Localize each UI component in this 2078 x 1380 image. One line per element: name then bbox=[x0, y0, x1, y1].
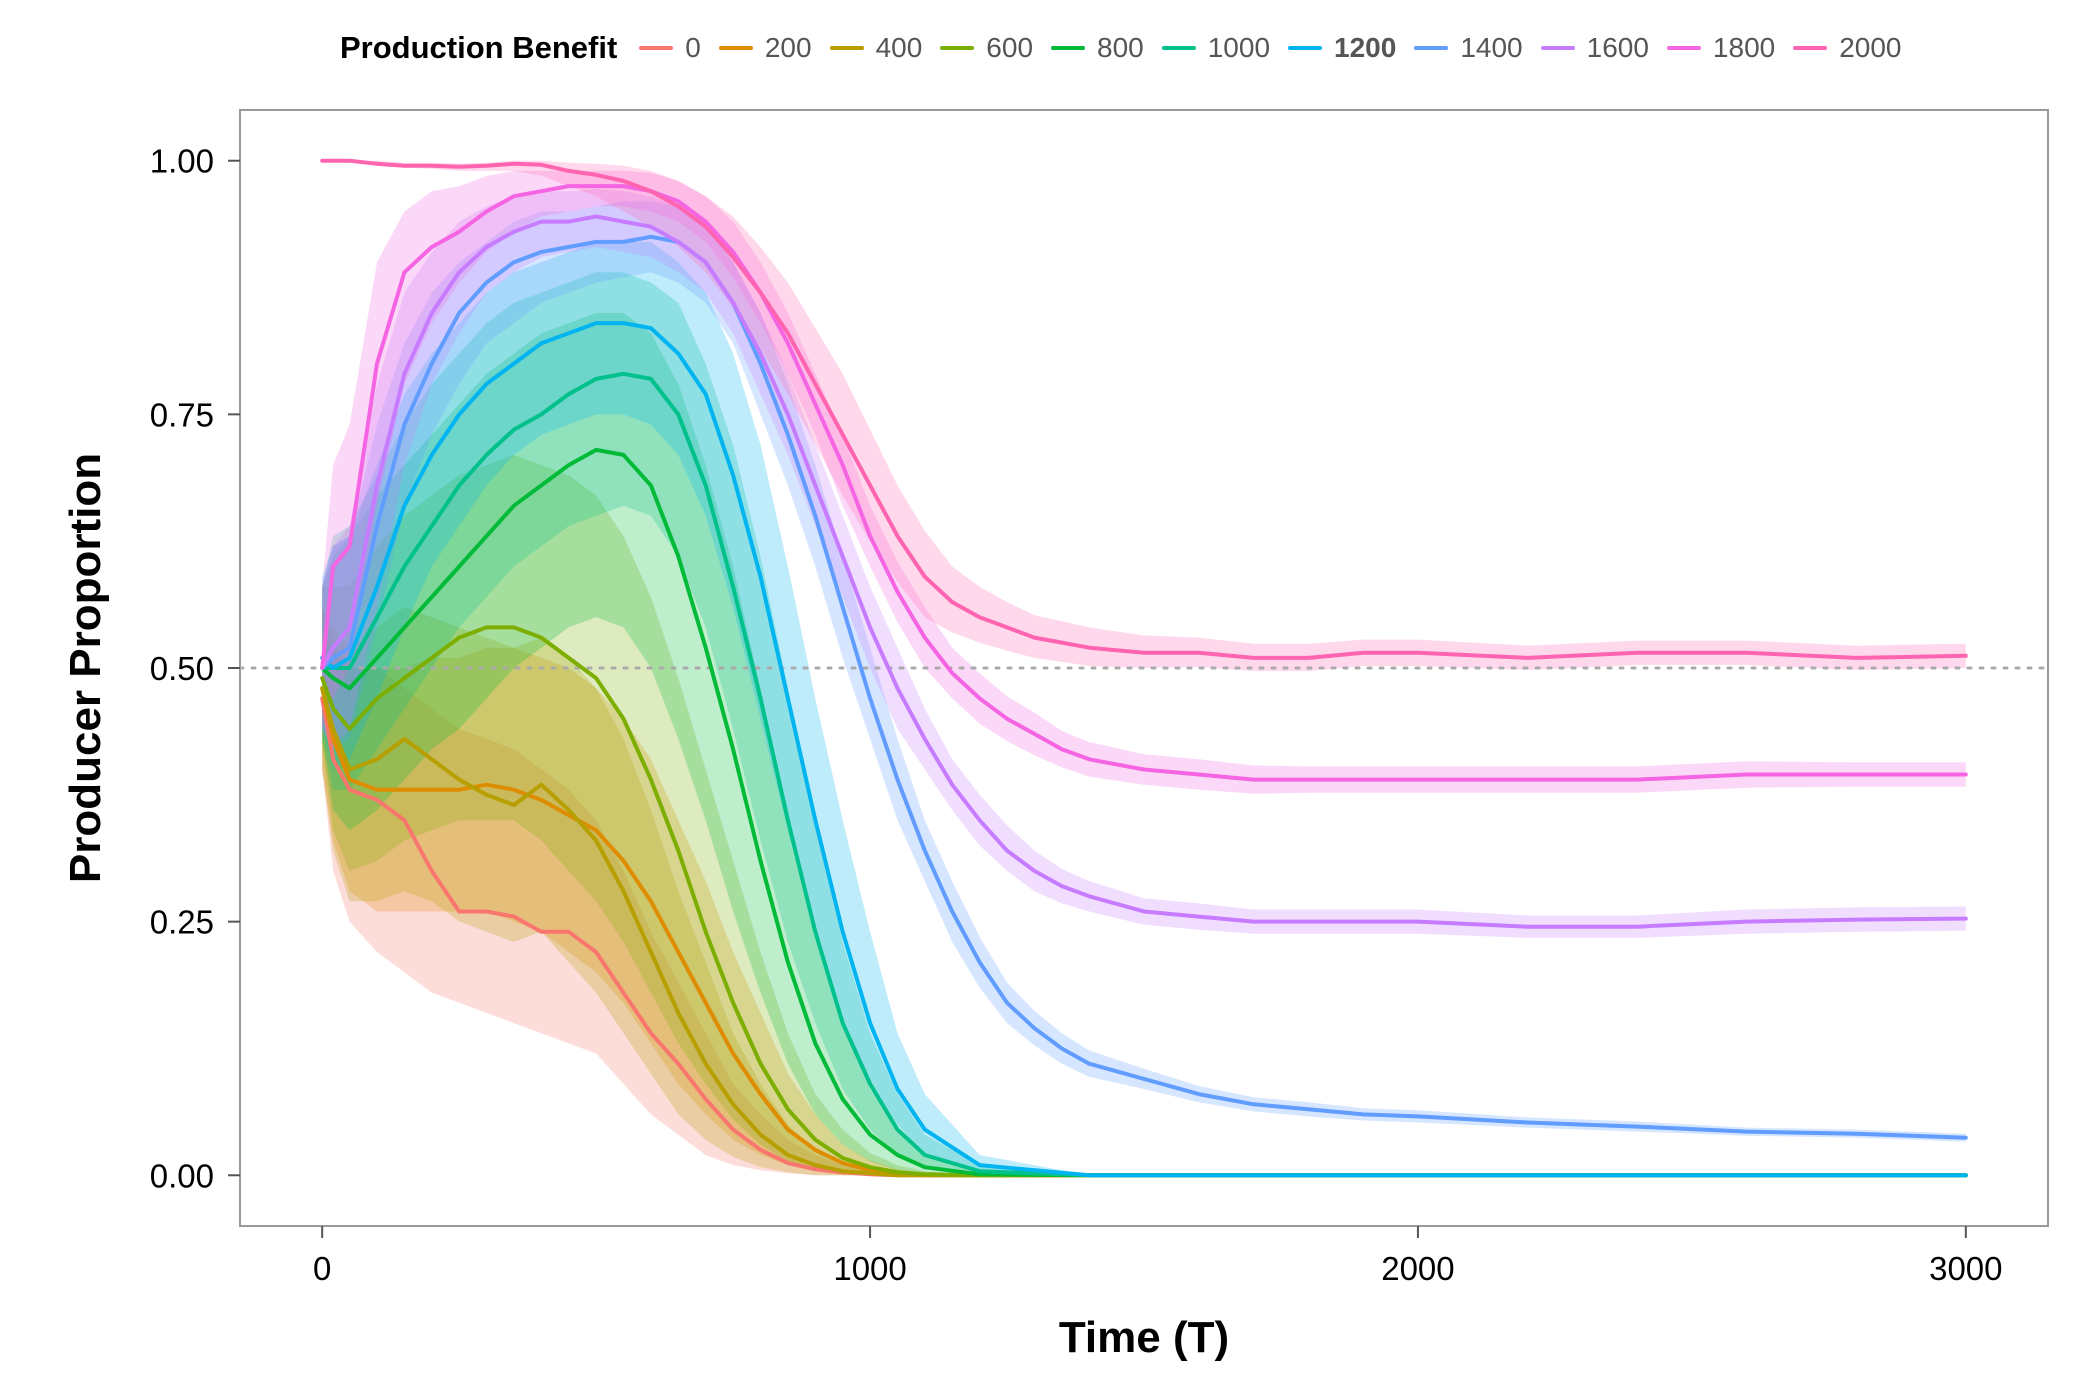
band-1400 bbox=[322, 201, 1966, 1142]
legend-label: 1800 bbox=[1712, 32, 1776, 63]
legend-item-1800: 1800 bbox=[1666, 32, 1776, 64]
legend-swatch bbox=[718, 46, 753, 50]
legend-item-200: 200 bbox=[718, 32, 812, 64]
series-line-2000 bbox=[320, 158, 1968, 660]
legend-swatch bbox=[639, 46, 674, 50]
series-line-400 bbox=[320, 686, 1968, 1178]
legend-label: 1400 bbox=[1460, 32, 1523, 63]
legend-swatch bbox=[1161, 46, 1196, 50]
series-line-1200 bbox=[320, 321, 1968, 1178]
series-line-600 bbox=[320, 625, 1968, 1178]
legend-item-800: 800 bbox=[1051, 32, 1144, 64]
x-tick-label: 1000 bbox=[833, 1250, 906, 1287]
x-axis-title: Time (T) bbox=[1059, 1313, 1229, 1362]
y-tick-label: 0.25 bbox=[150, 904, 214, 941]
legend-item-1000: 1000 bbox=[1161, 32, 1271, 64]
y-axis-title: Producer Proportion bbox=[61, 453, 110, 883]
y-tick-label: 0.50 bbox=[150, 650, 214, 687]
legend-label: 1600 bbox=[1586, 32, 1649, 63]
series-line-1600 bbox=[320, 214, 1968, 929]
legend-swatch bbox=[940, 46, 975, 50]
band-1800 bbox=[322, 170, 1966, 794]
band-2000 bbox=[322, 160, 1966, 671]
legend-swatch bbox=[1288, 46, 1323, 50]
legend-label: 200 bbox=[764, 32, 812, 63]
legend-swatch bbox=[1666, 46, 1701, 50]
legend-item-0: 0 bbox=[639, 32, 701, 64]
legend-swatch bbox=[829, 46, 864, 50]
legend-item-1200: 1200 bbox=[1288, 32, 1396, 64]
legend-item-2000: 2000 bbox=[1793, 32, 1902, 64]
legend-item-1600: 1600 bbox=[1540, 32, 1649, 64]
legend-swatch bbox=[1540, 46, 1575, 50]
legend-label: 1200 bbox=[1334, 32, 1397, 63]
legend-item-400: 400 bbox=[829, 32, 923, 64]
legend-item-600: 600 bbox=[940, 32, 1033, 64]
band-600 bbox=[322, 454, 1966, 1176]
legend-label: 600 bbox=[986, 32, 1034, 63]
series-line-1400 bbox=[320, 234, 1968, 1140]
y-tick-label: 1.00 bbox=[150, 143, 214, 180]
legend: Production Benefit 0 200 400 600 800 1000 1200… bbox=[340, 26, 1920, 70]
axes: 0 1000 2000 3000 0.00 0.25 0.50 0.75 1.00 bbox=[150, 143, 2003, 1287]
series-line-1800 bbox=[320, 184, 1968, 782]
series-line-800 bbox=[320, 447, 1968, 1178]
band-1000 bbox=[322, 272, 1966, 1176]
legend-label: 2000 bbox=[1839, 32, 1902, 63]
y-tick-label: 0.00 bbox=[150, 1157, 214, 1194]
legend-title: Production Benefit bbox=[340, 30, 618, 65]
legend-label: 0 bbox=[685, 32, 701, 63]
x-tick-label: 3000 bbox=[1929, 1250, 2002, 1287]
x-tick-label: 0 bbox=[313, 1250, 331, 1287]
band-400 bbox=[322, 607, 1966, 1176]
legend-swatch bbox=[1051, 46, 1086, 50]
legend-label: 800 bbox=[1097, 32, 1144, 63]
legend-swatch bbox=[1793, 46, 1828, 50]
band-1600 bbox=[322, 189, 1966, 938]
legend-label: 1000 bbox=[1207, 32, 1271, 63]
series-line-1000 bbox=[320, 371, 1968, 1178]
legend-items: 0 200 400 600 800 1000 1200 1400 1600 1800 2000 bbox=[639, 32, 1919, 64]
y-tick-label: 0.75 bbox=[150, 396, 214, 433]
legend-item-1400: 1400 bbox=[1414, 32, 1523, 64]
legend-swatch bbox=[1414, 46, 1449, 50]
band-800 bbox=[322, 312, 1966, 1176]
x-tick-label: 2000 bbox=[1381, 1250, 1454, 1287]
series-lines bbox=[320, 158, 1968, 1178]
legend-label: 400 bbox=[875, 32, 923, 63]
band-200 bbox=[322, 607, 1966, 1176]
